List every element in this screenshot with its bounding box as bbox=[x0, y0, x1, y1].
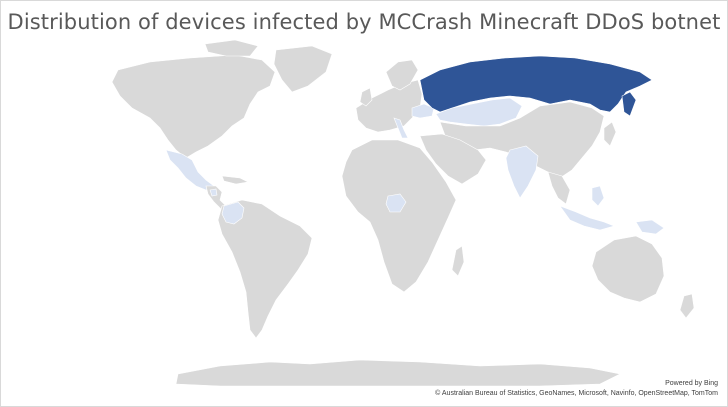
region-scandinavia bbox=[385, 59, 419, 91]
region-southeast-asia bbox=[547, 171, 571, 205]
region-uk bbox=[359, 87, 373, 107]
region-ukraine bbox=[411, 103, 435, 119]
region-asia bbox=[439, 101, 605, 179]
region-philippines bbox=[591, 185, 605, 207]
region-nicaragua bbox=[209, 188, 218, 197]
region-russia-kamchatka bbox=[621, 91, 637, 117]
region-colombia bbox=[221, 201, 245, 225]
region-india bbox=[505, 145, 539, 199]
region-papua-new-guinea bbox=[635, 219, 665, 235]
region-caribbean bbox=[221, 175, 249, 185]
region-kazakhstan bbox=[435, 97, 523, 127]
region-australia bbox=[591, 235, 665, 303]
map-attribution: Powered by Bing © Australian Bureau of S… bbox=[435, 379, 718, 399]
region-middle-east bbox=[419, 133, 487, 185]
region-south-america bbox=[217, 199, 313, 339]
region-italy bbox=[393, 117, 409, 139]
region-indonesia bbox=[559, 205, 615, 231]
map-title: Distribution of devices infected by MCCr… bbox=[7, 10, 721, 34]
powered-by-text: Powered by Bing bbox=[665, 380, 718, 387]
region-new-zealand bbox=[679, 293, 695, 319]
sources-text: © Australian Bureau of Statistics, GeoNa… bbox=[435, 390, 718, 397]
region-mexico bbox=[165, 149, 215, 191]
region-russia bbox=[419, 55, 653, 113]
region-nigeria bbox=[385, 193, 407, 213]
region-north-america bbox=[111, 54, 276, 159]
region-canada-islands bbox=[204, 39, 259, 57]
region-greenland bbox=[273, 45, 333, 93]
region-madagascar bbox=[451, 245, 465, 277]
region-africa bbox=[341, 139, 457, 293]
region-japan bbox=[603, 121, 617, 147]
region-antarctica bbox=[175, 359, 621, 387]
